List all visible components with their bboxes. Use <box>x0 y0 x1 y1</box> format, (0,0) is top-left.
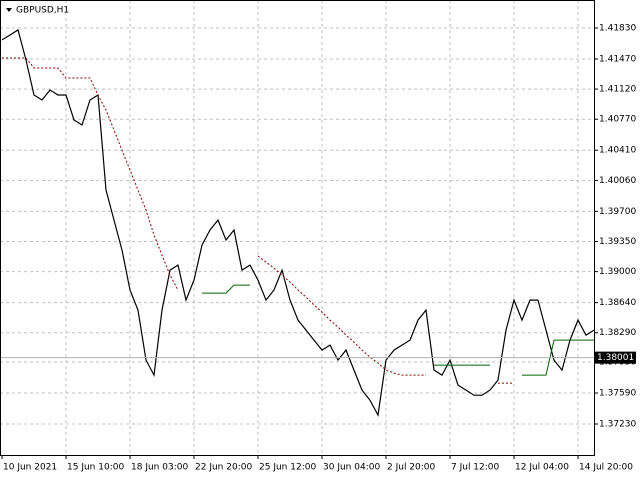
x-tick-label: 14 Jul 20:00 <box>579 463 633 473</box>
price-line <box>522 339 594 376</box>
plot <box>0 29 595 417</box>
axes: 1.41830 1.41470 1.41120 1.40770 1.40410 1.400… <box>1 23 636 473</box>
x-tick-label: 18 Jun 03:00 <box>131 463 188 473</box>
x-tick-label: 15 Jun 10:00 <box>67 463 124 473</box>
y-tick-label: 1.41470 <box>599 54 636 64</box>
y-tick-label: 1.39000 <box>599 267 636 277</box>
y-tick-label: 1.41830 <box>599 23 636 33</box>
x-tick-label: 12 Jul 04:00 <box>515 463 569 473</box>
chart-title: GBPUSD,H1 <box>16 6 69 16</box>
grid <box>0 0 594 455</box>
y-tick-label: 1.39350 <box>599 237 636 247</box>
price-line <box>1 29 595 417</box>
y-tick-label: 1.39700 <box>599 207 636 217</box>
price-line <box>202 284 250 294</box>
price-line <box>2 57 179 291</box>
y-tick-label: 1.37230 <box>599 420 636 430</box>
x-tick-label: 30 Jun 04:00 <box>323 463 380 473</box>
x-tick-label: 25 Jun 12:00 <box>259 463 316 473</box>
y-tick-label: 1.38290 <box>599 328 636 338</box>
menu-arrow[interactable] <box>6 8 12 12</box>
x-tick-label: 10 Jun 2021 <box>3 463 57 473</box>
x-tick-label: 7 Jul 12:00 <box>451 463 500 473</box>
y-tick-label: 1.41120 <box>599 85 636 95</box>
y-tick-label: 1.37590 <box>599 389 636 399</box>
y-tick-label: 1.40060 <box>599 176 636 186</box>
last-price-box <box>594 351 636 364</box>
x-tick-label: 22 Jun 20:00 <box>195 463 252 473</box>
y-tick-label: 1.40770 <box>599 115 636 125</box>
y-tick-label: 1.40410 <box>599 146 636 156</box>
plot-frame <box>0 0 595 456</box>
last-price-label: 1.38001 <box>597 353 634 363</box>
x-tick-label: 2 Jul 20:00 <box>387 463 436 473</box>
y-tick-label: 1.38640 <box>599 298 636 308</box>
price-line <box>257 255 426 376</box>
